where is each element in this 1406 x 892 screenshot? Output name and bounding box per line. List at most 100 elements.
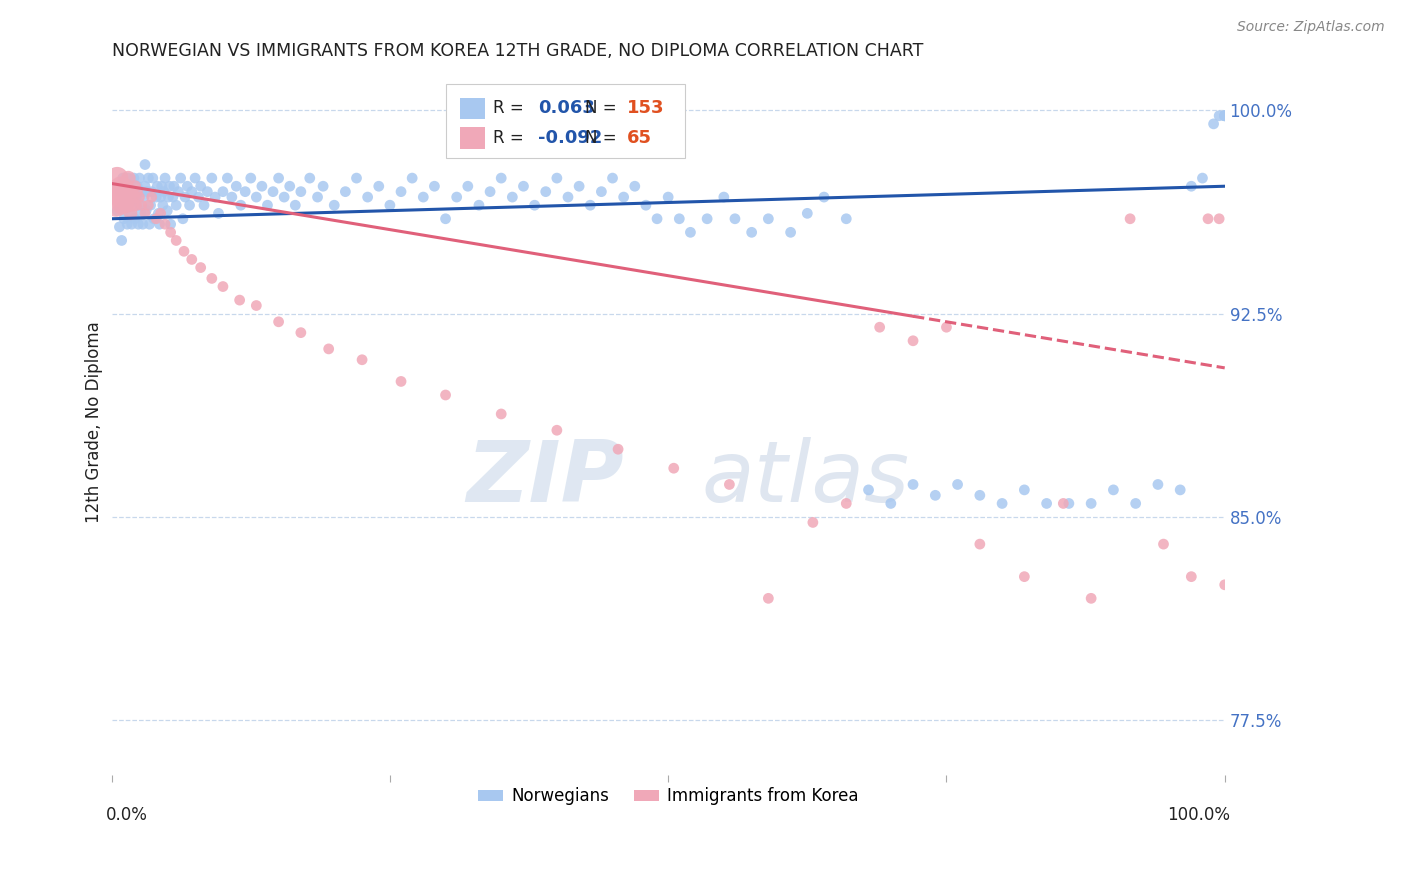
Point	[108, 190, 131, 204]
Point	[110, 185, 132, 199]
Point	[180, 252, 202, 267]
Point	[104, 185, 127, 199]
Point	[148, 206, 170, 220]
Point	[122, 171, 145, 186]
Point	[591, 185, 613, 199]
Point	[111, 185, 134, 199]
Point	[412, 190, 434, 204]
Point	[1035, 496, 1057, 510]
Point	[457, 179, 479, 194]
Point	[156, 203, 179, 218]
Point	[1213, 109, 1236, 123]
Point	[756, 591, 779, 606]
Y-axis label: 12th Grade, No Diploma: 12th Grade, No Diploma	[86, 321, 103, 523]
Point	[128, 171, 150, 186]
Point	[869, 320, 891, 334]
Point	[378, 198, 401, 212]
Point	[278, 179, 301, 194]
Point	[501, 190, 523, 204]
Point	[713, 190, 735, 204]
Point	[623, 179, 645, 194]
Point	[534, 185, 557, 199]
Point	[159, 179, 181, 194]
Point	[1102, 483, 1125, 497]
Point	[228, 293, 250, 307]
Point	[207, 206, 229, 220]
Point	[696, 211, 718, 226]
Point	[142, 211, 165, 226]
Point	[173, 244, 195, 259]
Point	[579, 198, 602, 212]
Point	[546, 423, 568, 437]
Point	[169, 171, 191, 186]
Point	[149, 206, 172, 220]
Point	[135, 203, 157, 218]
Point	[1213, 109, 1236, 123]
Point	[117, 171, 139, 186]
Point	[204, 190, 226, 204]
Point	[153, 185, 176, 199]
Point	[105, 171, 128, 186]
Point	[718, 477, 741, 491]
Point	[233, 185, 256, 199]
Point	[134, 157, 156, 171]
FancyBboxPatch shape	[460, 128, 485, 149]
Point	[290, 185, 312, 199]
Point	[489, 407, 512, 421]
Point	[969, 488, 991, 502]
Point	[1052, 496, 1074, 510]
Point	[512, 179, 534, 194]
Point	[118, 190, 141, 204]
Point	[184, 171, 207, 186]
Point	[229, 198, 252, 212]
Point	[1180, 569, 1202, 583]
Point	[165, 198, 187, 212]
Point	[127, 185, 149, 199]
Point	[190, 179, 212, 194]
Point	[1208, 211, 1230, 226]
Point	[901, 477, 924, 491]
Point	[323, 198, 346, 212]
Point	[446, 190, 468, 204]
Point	[121, 185, 143, 199]
Point	[645, 211, 668, 226]
Point	[131, 185, 153, 199]
Point	[212, 279, 235, 293]
Point	[138, 198, 160, 212]
Text: 153: 153	[627, 99, 665, 118]
Point	[662, 461, 685, 475]
Point	[779, 225, 801, 239]
Point	[935, 320, 957, 334]
Point	[179, 198, 201, 212]
Point	[401, 171, 423, 186]
Point	[489, 171, 512, 186]
Point	[165, 234, 187, 248]
Point	[389, 375, 412, 389]
Point	[120, 206, 142, 220]
Point	[212, 185, 235, 199]
Point	[423, 179, 446, 194]
Point	[924, 488, 946, 502]
Point	[153, 217, 176, 231]
Point	[115, 217, 138, 231]
Point	[1197, 211, 1219, 226]
Point	[901, 334, 924, 348]
Text: NORWEGIAN VS IMMIGRANTS FROM KOREA 12TH GRADE, NO DIPLOMA CORRELATION CHART: NORWEGIAN VS IMMIGRANTS FROM KOREA 12TH …	[111, 42, 922, 60]
Point	[318, 342, 340, 356]
Point	[153, 171, 176, 186]
Point	[1180, 179, 1202, 194]
Point	[134, 206, 156, 220]
Text: N =: N =	[585, 99, 621, 118]
Point	[110, 179, 132, 194]
Point	[127, 179, 149, 194]
Point	[112, 211, 135, 226]
Point	[121, 198, 143, 212]
Point	[1208, 109, 1230, 123]
Point	[298, 171, 321, 186]
Point	[1202, 117, 1225, 131]
Text: atlas: atlas	[702, 437, 910, 520]
Point	[127, 217, 149, 231]
Point	[125, 198, 148, 212]
Point	[1153, 537, 1175, 551]
Point	[1119, 211, 1142, 226]
